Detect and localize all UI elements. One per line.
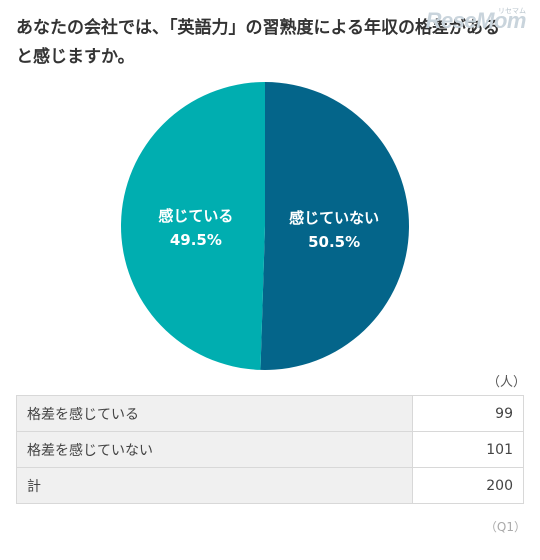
slice-label: 感じていない [289, 209, 379, 227]
row-label-total: 計 [16, 467, 413, 504]
site-logo: ReseMom [425, 8, 527, 34]
count-table: 格差を感じている 99 格差を感じていない 101 計 200 [16, 395, 524, 504]
slice-felt [120, 82, 265, 370]
table-row: 格差を感じている 99 [16, 395, 524, 432]
row-value-felt: 99 [412, 395, 524, 432]
row-value-not-felt: 101 [412, 431, 524, 468]
table-row: 計 200 [16, 467, 524, 504]
slice-value-label: 49.5% [170, 231, 222, 249]
row-label-felt: 格差を感じている [16, 395, 413, 432]
logo-subtext: リセマム [498, 7, 526, 15]
slice-label: 感じている [158, 207, 233, 225]
pie-chart: 感じていない 50.5% 感じている 49.5% [120, 82, 409, 370]
table-unit: （人） [486, 375, 526, 390]
chart-title: あなたの会社では、「英語力」の習熟度による年収の格差があると感じますか。 [16, 18, 500, 67]
row-value-total: 200 [412, 467, 524, 504]
slice-value-label: 50.5% [308, 233, 360, 251]
logo-text: ReseMom [425, 8, 527, 33]
slice-not-felt [260, 82, 409, 370]
question-id: （Q1） [484, 520, 526, 534]
table-row: 格差を感じていない 101 [16, 431, 524, 468]
row-label-not-felt: 格差を感じていない [16, 431, 413, 468]
